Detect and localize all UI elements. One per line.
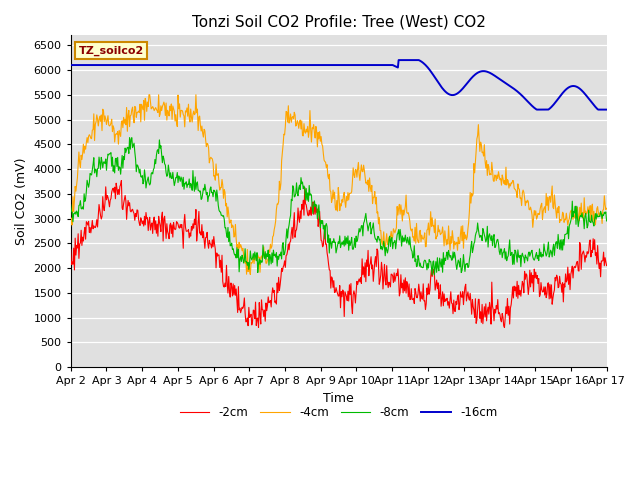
-16cm (77, 62, 84, 68)
-8cm (420, 259, 428, 264)
-2cm (405, 281, 413, 287)
-16cm (214, 62, 222, 68)
-4cm (246, 272, 254, 277)
Line: -8cm: -8cm (70, 138, 607, 275)
X-axis label: Time: Time (323, 392, 354, 405)
-4cm (132, 105, 140, 110)
-2cm (77, 240, 84, 246)
-8cm (77, 198, 84, 204)
-8cm (125, 135, 133, 141)
-2cm (603, 263, 611, 268)
-4cm (77, 165, 84, 170)
-2cm (187, 233, 195, 239)
-16cm (186, 62, 194, 68)
-8cm (132, 169, 140, 175)
Line: -4cm: -4cm (70, 95, 607, 275)
-4cm (405, 214, 413, 219)
-8cm (428, 272, 436, 278)
-2cm (215, 252, 223, 258)
-16cm (67, 62, 74, 68)
-4cm (67, 223, 74, 229)
-4cm (421, 230, 429, 236)
-4cm (187, 106, 195, 112)
-4cm (215, 180, 223, 186)
-8cm (67, 202, 74, 208)
Title: Tonzi Soil CO2 Profile: Tree (West) CO2: Tonzi Soil CO2 Profile: Tree (West) CO2 (192, 15, 486, 30)
-8cm (215, 207, 223, 213)
-8cm (187, 180, 195, 186)
-16cm (420, 60, 428, 66)
Line: -2cm: -2cm (70, 180, 607, 327)
Legend: -2cm, -4cm, -8cm, -16cm: -2cm, -4cm, -8cm, -16cm (175, 402, 502, 424)
-16cm (132, 62, 140, 68)
-16cm (533, 107, 541, 112)
Line: -16cm: -16cm (70, 60, 607, 109)
-16cm (603, 107, 611, 112)
-2cm (255, 324, 262, 330)
-4cm (603, 205, 611, 211)
-4cm (145, 92, 153, 97)
Text: TZ_soilco2: TZ_soilco2 (79, 45, 144, 56)
-16cm (404, 57, 412, 63)
-8cm (404, 239, 412, 244)
-2cm (67, 247, 74, 252)
-2cm (421, 298, 429, 303)
-2cm (118, 178, 125, 183)
-2cm (132, 214, 140, 219)
-8cm (603, 218, 611, 224)
Y-axis label: Soil CO2 (mV): Soil CO2 (mV) (15, 157, 28, 245)
-16cm (395, 57, 403, 63)
